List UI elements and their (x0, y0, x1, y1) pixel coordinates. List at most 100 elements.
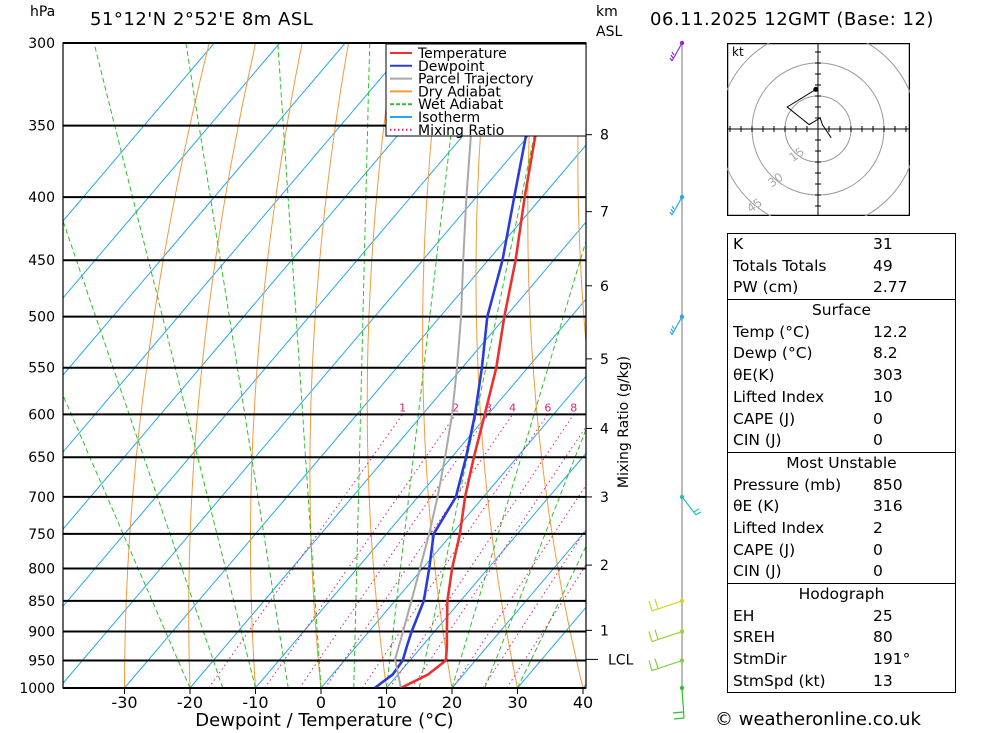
index-value: 0 (873, 562, 883, 581)
pressure-tick-label: 800 (28, 561, 55, 577)
index-value: 2 (873, 518, 883, 537)
wet-adiabat-line (386, 43, 463, 688)
legend-box (385, 43, 587, 137)
x-tick-label: -20 (177, 693, 203, 712)
x-tick-label: -10 (242, 693, 268, 712)
index-row: Totals Totals 49 (728, 256, 955, 278)
dry-adiabat-line (250, 43, 303, 688)
legend-label: Isotherm (418, 110, 480, 126)
wind-barb (669, 42, 683, 62)
pressure-tick-label: 850 (28, 594, 55, 610)
index-key: Totals Totals (733, 256, 827, 275)
pressure-tick-label: 900 (28, 625, 55, 641)
indices-table: K 31 Totals Totals 49 PW (cm) 2.77 Surface Temp… (727, 233, 956, 694)
index-value: 0 (873, 540, 883, 559)
wet-adiabat-line (517, 545, 586, 688)
index-key: CAPE (J) (733, 540, 796, 559)
index-row: Lifted Index 2 (728, 518, 955, 540)
pressure-unit: hPa (30, 4, 56, 20)
index-row: StmDir 191° (728, 649, 955, 671)
height-unit: km (596, 4, 618, 20)
index-row: CAPE (J) 0 (728, 409, 955, 431)
index-value: 10 (873, 387, 893, 406)
copyright: © weatheronline.co.uk (715, 709, 921, 730)
isotherm-line (386, 452, 586, 688)
index-value: 303 (873, 366, 903, 385)
pressure-tick-label: 300 (28, 36, 55, 52)
index-key: Dewp (°C) (733, 344, 813, 363)
mixing-ratio-label: 20 (654, 401, 668, 414)
isotherm-line (63, 43, 346, 376)
pressure-tick-label: 750 (28, 527, 55, 543)
wet-adiabat-line (185, 43, 289, 688)
wind-barb (648, 629, 683, 643)
height-ref: ASL (596, 24, 623, 40)
pressure-tick-label: 950 (28, 654, 55, 670)
index-key: CIN (J) (733, 562, 782, 581)
wind-barb (681, 496, 702, 516)
datetime-title: 06.11.2025 12GMT (Base: 12) (650, 9, 934, 30)
legend-label: Wet Adiabat (418, 97, 504, 113)
wind-barb (648, 598, 683, 612)
index-key: StmDir (733, 650, 787, 669)
mixing-ratio-line (506, 563, 586, 688)
pressure-tick-label: 1000 (19, 681, 55, 697)
parcel-trajectory-line (394, 43, 481, 688)
wet-adiabat-line (277, 43, 322, 688)
km-tick-label: 6 (600, 279, 609, 295)
index-key: EH (733, 606, 755, 625)
dry-adiabat-line (952, 43, 1000, 688)
index-row: PW (cm) 2.77 (728, 277, 955, 299)
temperature-line (400, 43, 553, 688)
legend-label: Temperature (417, 46, 507, 62)
mixing-ratio-line (452, 484, 586, 688)
isotherm-line (63, 43, 281, 299)
index-key: Lifted Index (733, 387, 825, 406)
mixing-ratio-label: 2 (452, 401, 459, 414)
index-value: 0 (873, 431, 883, 450)
index-value: 49 (873, 256, 893, 275)
index-row: Lifted Index 10 (728, 387, 955, 409)
lcl-label: LCL (608, 652, 634, 668)
plot-frame (62, 42, 587, 689)
index-row: θE(K) 303 (728, 365, 955, 387)
location-title: 51°12'N 2°52'E 8m ASL (90, 9, 314, 30)
wind-barb (669, 316, 683, 335)
mixing-ratio-line (411, 425, 586, 688)
km-tick-label: 5 (600, 352, 609, 368)
index-value: 2.77 (873, 278, 908, 297)
index-section-title: Most Unstable (728, 451, 955, 475)
mixing-ratio-line (299, 414, 489, 688)
pressure-tick-label: 450 (28, 253, 55, 269)
x-tick-label: -30 (111, 693, 137, 712)
mixing-ratio-line (389, 414, 575, 688)
index-value: 12.2 (873, 322, 908, 341)
legend-label: Parcel Trajectory (418, 72, 534, 88)
wind-barb (672, 687, 685, 720)
mixing-ratio-label: 10 (587, 401, 601, 414)
wet-adiabat-line (93, 43, 256, 688)
index-section-title: Hodograph (728, 583, 955, 606)
wet-adiabat-line (353, 43, 371, 688)
isotherm-line (189, 221, 586, 688)
index-key: K (733, 235, 744, 253)
legend-label: Dewpoint (418, 59, 485, 75)
isotherm-line (320, 375, 586, 688)
index-key: CIN (J) (733, 431, 782, 450)
wind-barb (648, 658, 683, 672)
dry-adiabat-line (309, 43, 349, 688)
pressure-tick-label: 400 (28, 190, 55, 206)
isotherm-line (63, 43, 412, 453)
index-key: StmSpd (kt) (733, 671, 826, 690)
index-value: 8.2 (873, 344, 898, 363)
index-value: 25 (873, 606, 893, 625)
index-section-title: Surface (728, 299, 955, 322)
index-value: 31 (873, 235, 893, 253)
isotherm-line (255, 298, 586, 688)
index-row: StmSpd (kt) 13 (728, 671, 955, 693)
x-tick-label: 0 (316, 693, 326, 712)
mixing-ratio-line (324, 414, 514, 688)
index-key: θE (K) (733, 497, 780, 516)
